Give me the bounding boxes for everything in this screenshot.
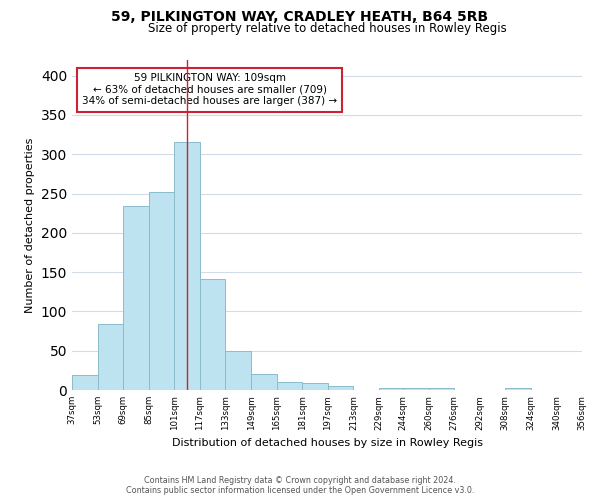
Bar	[251, 374, 277, 390]
Bar	[428, 388, 454, 390]
Bar	[72, 375, 98, 390]
Text: 59, PILKINGTON WAY, CRADLEY HEATH, B64 5RB: 59, PILKINGTON WAY, CRADLEY HEATH, B64 5…	[112, 10, 488, 24]
Bar	[175, 142, 200, 390]
Y-axis label: Number of detached properties: Number of detached properties	[25, 138, 35, 312]
X-axis label: Distribution of detached houses by size in Rowley Regis: Distribution of detached houses by size …	[172, 438, 482, 448]
Bar	[98, 324, 123, 390]
Bar	[123, 206, 149, 390]
Title: Size of property relative to detached houses in Rowley Regis: Size of property relative to detached ho…	[148, 22, 506, 35]
Text: Contains HM Land Registry data © Crown copyright and database right 2024.
Contai: Contains HM Land Registry data © Crown c…	[126, 476, 474, 495]
Bar	[302, 383, 328, 390]
Bar	[403, 388, 428, 390]
Bar	[200, 279, 226, 390]
Bar	[328, 386, 353, 390]
Bar	[226, 350, 251, 390]
Bar	[149, 192, 175, 390]
Bar	[505, 388, 531, 390]
Bar	[277, 382, 302, 390]
Text: 59 PILKINGTON WAY: 109sqm
← 63% of detached houses are smaller (709)
34% of semi: 59 PILKINGTON WAY: 109sqm ← 63% of detac…	[82, 73, 337, 106]
Bar	[379, 388, 404, 390]
